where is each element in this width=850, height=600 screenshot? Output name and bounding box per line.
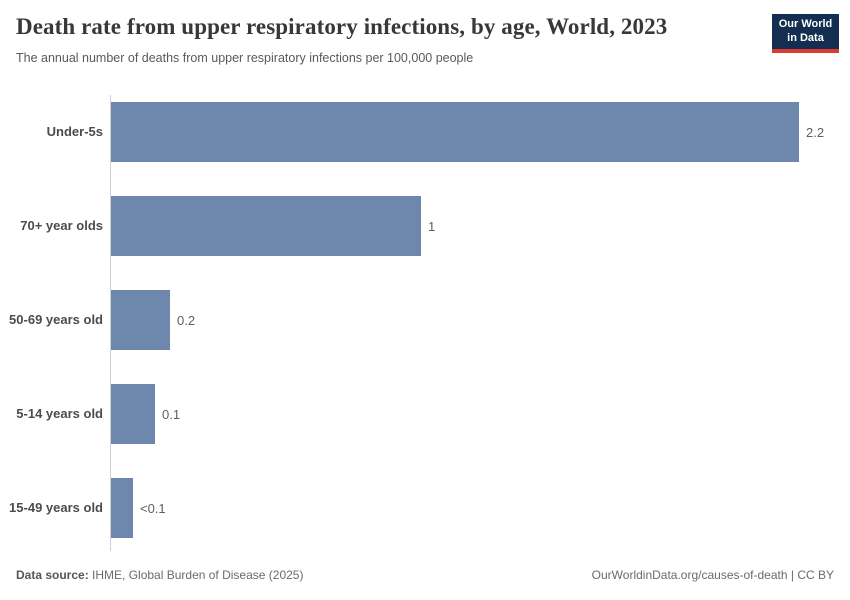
bar-row: 50-69 years old 0.2 [0, 273, 850, 367]
y-axis-line [110, 95, 111, 551]
category-label: 70+ year olds [20, 217, 103, 233]
bar-zone: 2.2 [111, 102, 824, 162]
value-label: 0.2 [177, 312, 196, 328]
bar-row: 5-14 years old 0.1 [0, 367, 850, 461]
bar-row: 70+ year olds 1 [0, 179, 850, 273]
bar-row: 15-49 years old <0.1 [0, 461, 850, 555]
chart-footer: Data source: IHME, Global Burden of Dise… [16, 568, 834, 582]
category-label: 5-14 years old [16, 405, 103, 421]
footer-source-label: Data source: [16, 568, 89, 582]
bar-row: Under-5s 2.2 [0, 85, 850, 179]
category-label: Under-5s [46, 123, 103, 139]
owid-logo-line1: Our World [778, 18, 833, 31]
bar[interactable] [111, 102, 799, 162]
bar-zone: 0.2 [111, 290, 195, 350]
owid-logo[interactable]: Our World in Data [772, 14, 839, 53]
bar[interactable] [111, 290, 170, 350]
category-label: 50-69 years old [9, 311, 103, 327]
bar-zone: <0.1 [111, 478, 166, 538]
bar[interactable] [111, 478, 133, 538]
chart-title: Death rate from upper respiratory infect… [16, 14, 668, 39]
footer-source-text: IHME, Global Burden of Disease (2025) [88, 568, 304, 582]
value-label: <0.1 [140, 500, 166, 516]
bar-chart: Under-5s 2.2 70+ year olds 1 50-69 years… [0, 85, 850, 555]
footer-link[interactable]: OurWorldinData.org/causes-of-death | CC … [591, 568, 834, 582]
chart-subtitle: The annual number of deaths from upper r… [16, 51, 474, 65]
bar-zone: 1 [111, 196, 435, 256]
owid-logo-line2: in Data [787, 31, 824, 44]
bar[interactable] [111, 384, 155, 444]
bar-rows: Under-5s 2.2 70+ year olds 1 50-69 years… [0, 85, 850, 555]
value-label: 2.2 [806, 124, 825, 140]
footer-source: Data source: IHME, Global Burden of Dise… [16, 568, 303, 582]
category-label: 15-49 years old [9, 499, 103, 515]
value-label: 1 [428, 218, 436, 234]
value-label: 0.1 [162, 406, 181, 422]
bar-zone: 0.1 [111, 384, 180, 444]
bar[interactable] [111, 196, 421, 256]
